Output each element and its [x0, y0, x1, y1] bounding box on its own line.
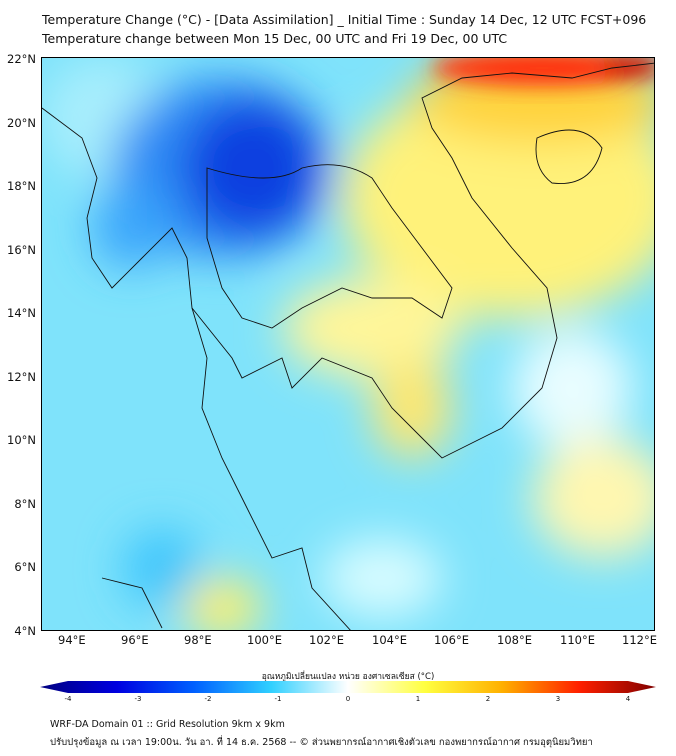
lon-label: 94°E [58, 633, 86, 647]
temperature-change-map [41, 57, 655, 631]
lon-label: 110°E [560, 633, 595, 647]
colorbar-tick: 0 [345, 695, 351, 703]
colorbar-tick: 2 [485, 695, 491, 703]
lon-label: 100°E [247, 633, 282, 647]
chart-subtitle: Temperature change between Mon 15 Dec, 0… [42, 31, 508, 46]
map-field [42, 58, 654, 630]
lat-label: 12°N [7, 370, 36, 384]
colorbar-tick: -2 [204, 695, 212, 703]
lon-label: 108°E [497, 633, 532, 647]
footer-credits: ปรับปรุงข้อมูล ณ เวลา 19:00น. วัน อา. ที… [50, 737, 593, 748]
lon-label: 112°E [622, 633, 657, 647]
colorbar-label: อุณหภูมิเปลี่ยนแปลง หน่วย องศาเซลเซียส (… [261, 672, 435, 682]
colorbar-tick: -4 [64, 695, 72, 703]
lat-label: 10°N [7, 433, 36, 447]
colorbar [40, 681, 656, 693]
lat-label: 18°N [7, 179, 36, 193]
chart-title: Temperature Change (°C) - [Data Assimila… [42, 12, 647, 27]
footer-model-info: WRF-DA Domain 01 :: Grid Resolution 9km … [50, 719, 285, 730]
lon-label: 98°E [184, 633, 212, 647]
lon-label: 102°E [309, 633, 344, 647]
lat-label: 8°N [14, 497, 36, 511]
lat-label: 14°N [7, 306, 36, 320]
lat-label: 20°N [7, 116, 36, 130]
lat-label: 4°N [14, 624, 36, 638]
lat-label: 16°N [7, 243, 36, 257]
lon-label: 106°E [434, 633, 469, 647]
lat-label: 22°N [7, 52, 36, 66]
lat-label: 6°N [14, 560, 36, 574]
colorbar-tick: 4 [625, 695, 631, 703]
colorbar-tick: -1 [274, 695, 282, 703]
colorbar-tick: 3 [555, 695, 561, 703]
lon-label: 104°E [372, 633, 407, 647]
colorbar-tick: 1 [415, 695, 421, 703]
lon-label: 96°E [121, 633, 149, 647]
colorbar-tick: -3 [134, 695, 142, 703]
